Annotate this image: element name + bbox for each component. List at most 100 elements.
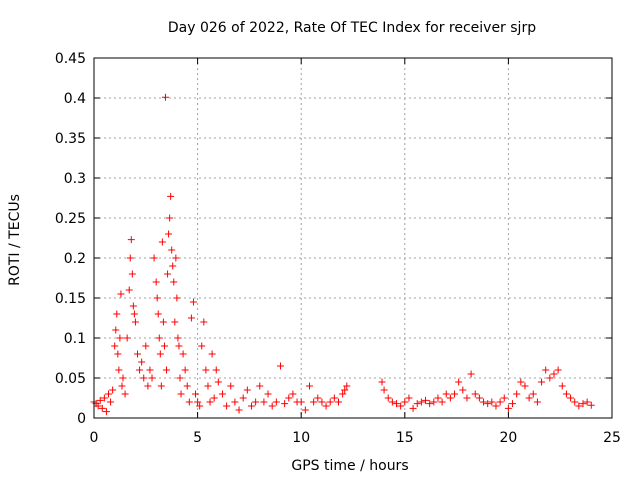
- x-tick-label: 20: [499, 430, 517, 446]
- data-point: [175, 342, 183, 350]
- data-point: [301, 406, 309, 414]
- data-point: [116, 334, 124, 342]
- data-point: [314, 394, 322, 402]
- data-point: [409, 404, 417, 412]
- data-point: [210, 394, 218, 402]
- data-point: [102, 408, 110, 416]
- y-tick-label: 0.15: [55, 291, 86, 307]
- data-point: [142, 342, 150, 350]
- data-point: [571, 398, 579, 406]
- chart-title: Day 026 of 2022, Rate Of TEC Index for r…: [168, 20, 536, 36]
- x-tick-label: 0: [90, 430, 99, 446]
- data-point: [223, 402, 231, 410]
- data-point: [146, 366, 154, 374]
- data-point: [252, 398, 260, 406]
- data-point: [212, 366, 220, 374]
- data-point: [114, 350, 122, 358]
- data-point: [529, 390, 537, 398]
- data-point: [118, 382, 126, 390]
- data-point: [107, 398, 115, 406]
- data-point: [488, 398, 496, 406]
- y-tick-label: 0.05: [55, 371, 86, 387]
- data-point: [384, 394, 392, 402]
- data-point: [417, 398, 425, 406]
- data-point: [538, 378, 546, 386]
- data-point: [160, 342, 168, 350]
- data-point: [341, 386, 349, 394]
- data-point: [459, 386, 467, 394]
- data-point: [140, 374, 148, 382]
- data-point: [239, 394, 247, 402]
- y-tick-label: 0: [77, 411, 86, 427]
- data-point: [583, 398, 591, 406]
- data-point: [157, 382, 165, 390]
- data-point: [388, 398, 396, 406]
- data-point: [194, 398, 202, 406]
- x-tick-label: 5: [193, 430, 202, 446]
- data-point: [334, 398, 342, 406]
- data-point: [426, 400, 434, 408]
- data-point: [183, 382, 191, 390]
- data-point: [204, 382, 212, 390]
- data-point: [235, 406, 243, 414]
- data-point: [159, 318, 167, 326]
- data-point: [579, 400, 587, 408]
- data-point: [496, 398, 504, 406]
- x-axis-ticks: 0 5 10 15 20 25: [90, 58, 621, 446]
- data-point: [264, 390, 272, 398]
- data-point: [484, 400, 492, 408]
- data-point: [463, 394, 471, 402]
- data-point: [310, 398, 318, 406]
- y-tick-label: 0.35: [55, 131, 86, 147]
- data-point: [434, 394, 442, 402]
- data-points: [90, 93, 595, 416]
- y-tick-label: 0.45: [55, 51, 86, 67]
- plot-area-frame: [93, 57, 613, 419]
- data-point: [165, 230, 173, 238]
- data-point: [117, 290, 125, 298]
- data-point: [256, 382, 264, 390]
- data-point: [171, 318, 179, 326]
- data-point: [268, 402, 276, 410]
- data-point: [401, 398, 409, 406]
- data-point: [177, 390, 185, 398]
- data-point: [208, 350, 216, 358]
- data-point: [109, 386, 117, 394]
- data-point: [155, 334, 163, 342]
- data-point: [166, 214, 174, 222]
- data-point: [130, 310, 138, 318]
- data-point: [136, 366, 144, 374]
- data-point: [322, 402, 330, 410]
- x-tick-label: 25: [603, 430, 621, 446]
- y-tick-label: 0.3: [64, 171, 86, 187]
- data-point: [200, 318, 208, 326]
- x-axis-label: GPS time / hours: [291, 458, 408, 474]
- y-tick-label: 0.1: [64, 331, 86, 347]
- data-point: [467, 370, 475, 378]
- data-point: [330, 394, 338, 402]
- data-point: [179, 350, 187, 358]
- data-point: [170, 278, 178, 286]
- y-axis-label: ROTI / TECUs: [7, 194, 23, 286]
- data-point: [480, 398, 488, 406]
- data-point: [297, 398, 305, 406]
- data-point: [285, 394, 293, 402]
- data-point: [181, 366, 189, 374]
- data-point: [176, 374, 184, 382]
- data-point: [127, 236, 135, 244]
- data-point: [455, 378, 463, 386]
- data-point: [168, 246, 176, 254]
- data-point: [509, 400, 517, 408]
- data-point: [492, 402, 500, 410]
- data-point: [185, 398, 193, 406]
- data-point: [243, 386, 251, 394]
- data-point: [172, 254, 180, 262]
- data-point: [393, 400, 401, 408]
- data-point: [513, 390, 521, 398]
- data-point: [438, 398, 446, 406]
- data-point: [129, 302, 137, 310]
- data-point: [525, 394, 533, 402]
- data-point: [94, 402, 102, 410]
- data-point: [121, 390, 129, 398]
